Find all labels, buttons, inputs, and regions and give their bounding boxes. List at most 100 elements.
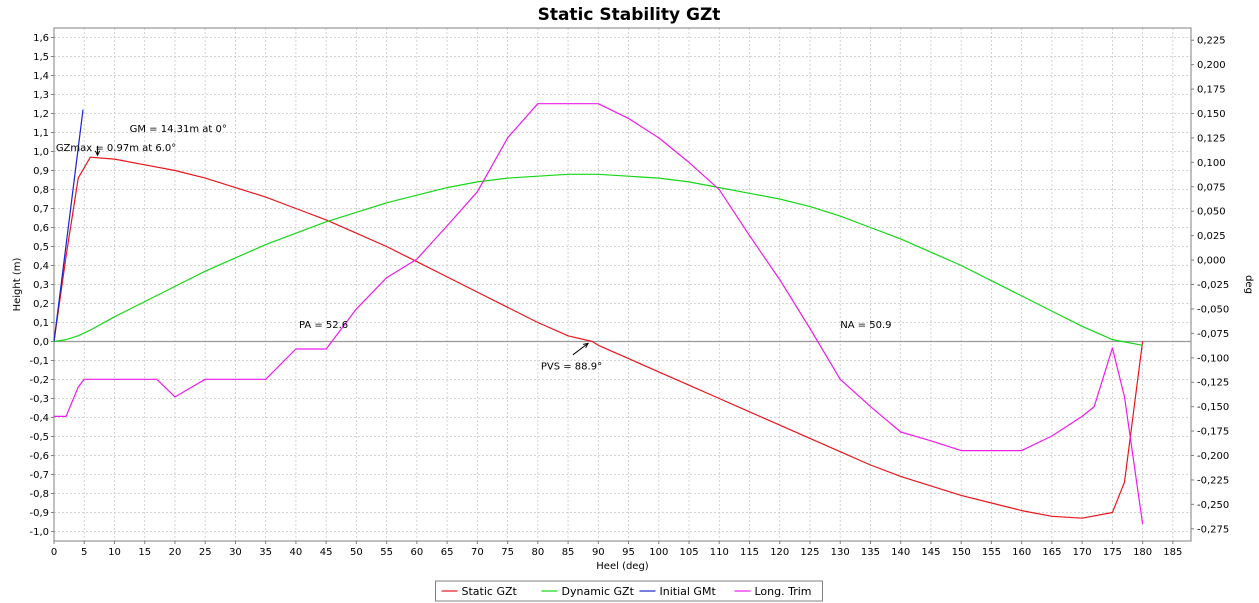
legend-label: Long. Trim (755, 585, 812, 598)
y2-tick-label: 0,225 (1197, 36, 1226, 47)
series-layer (53, 103, 1144, 524)
y2-tick-label: -0,050 (1197, 304, 1229, 315)
annotation-arrow (572, 343, 589, 356)
x-axis-label: Heel (deg) (596, 561, 649, 572)
y2-tick-label: 0,050 (1197, 207, 1226, 218)
x-tick-label: 5 (81, 547, 87, 558)
y-tick-label: 0,7 (33, 204, 49, 215)
x-tick-label: 135 (861, 547, 880, 558)
y2-tick-label: -0,100 (1197, 353, 1229, 364)
annotation-arrowhead (583, 342, 589, 349)
series-static-gzt (53, 156, 1144, 519)
annotation-arrowhead (94, 150, 101, 157)
x-tick-label: 155 (982, 547, 1001, 558)
y-tick-label: 0,2 (33, 299, 49, 310)
x-tick-label: 150 (952, 547, 971, 558)
y-tick-label: -0,5 (29, 432, 49, 443)
y-tick-label: -0,6 (29, 451, 49, 462)
y-axis-label: Height (m) (12, 258, 23, 312)
y-tick-label: -0,1 (29, 356, 49, 367)
y-tick-label: -0,9 (29, 508, 49, 519)
y2-tick-label: 0,025 (1197, 231, 1226, 242)
y2-tick-label: 0,200 (1197, 60, 1226, 71)
y-tick-label: -1,0 (29, 527, 49, 538)
x-tick-label: 120 (770, 547, 789, 558)
y2-tick-label: 0,175 (1197, 85, 1226, 96)
series-long-trim (54, 103, 1144, 524)
y-tick-label: 1,1 (33, 128, 49, 139)
y-tick-label: -0,3 (29, 394, 49, 405)
x-tick-label: 45 (320, 547, 333, 558)
legend-label: Initial GMt (660, 585, 717, 598)
x-tick-label: 70 (471, 547, 484, 558)
y-tick-label: 0,1 (33, 318, 49, 329)
y2-tick-label: -0,175 (1197, 427, 1229, 438)
y-tick-label: 1,0 (33, 147, 49, 158)
x-tick-label: 115 (740, 547, 759, 558)
y2-tick-label: 0,125 (1197, 133, 1226, 144)
x-tick-label: 110 (710, 547, 729, 558)
left-axis-ticks: 1,6 1,5 1,4 1,3 1,2 1,1 1,0 0,9 0,8 0,7 0,6 0,5 0,4 0… (29, 33, 54, 538)
y-tick-label: 1,2 (33, 109, 49, 120)
x-tick-label: 160 (1012, 547, 1031, 558)
y2-tick-label: -0,150 (1197, 402, 1229, 413)
series-initial-gmt (53, 109, 84, 342)
annotation-label: NA = 50.9 (840, 320, 891, 331)
x-tick-label: 40 (290, 547, 303, 558)
x-tick-label: 60 (411, 547, 424, 558)
y-tick-label: -0,2 (29, 375, 49, 386)
annotation-label: PA = 52.6 (299, 320, 348, 331)
y2-tick-label: -0,200 (1197, 451, 1229, 462)
y2-tick-label: -0,275 (1197, 524, 1229, 535)
y-tick-label: 0,4 (33, 261, 49, 272)
x-tick-label: 90 (592, 547, 605, 558)
legend: Static GZt Dynamic GZt Initial GMt Long. Tr… (435, 580, 823, 602)
x-tick-label: 175 (1103, 547, 1122, 558)
series-dynamic-gzt (53, 173, 1143, 346)
x-tick-label: 35 (259, 547, 272, 558)
annotation-label: GZmax = 0.97m at 6.0° (56, 143, 176, 154)
y2-tick-label: -0,075 (1197, 329, 1229, 340)
x-tick-label: 105 (679, 547, 698, 558)
y-tick-label: 0,8 (33, 185, 49, 196)
y2-tick-label: 0,000 (1197, 256, 1226, 267)
y-tick-label: -0,4 (29, 413, 49, 424)
y-tick-label: 1,3 (33, 90, 49, 101)
x-tick-label: 30 (229, 547, 242, 558)
chart-title: Static Stability GZt (538, 5, 721, 25)
y-tick-label: 0,6 (33, 223, 49, 234)
grid (53, 28, 1191, 541)
y-tick-label: 0,3 (33, 280, 49, 291)
x-axis-ticks: 0 5 10 15 20 25 30 35 40 45 50 55 60 65 70 75 80 85 90 95 10… (51, 541, 1182, 558)
y-tick-label: 0,5 (33, 242, 49, 253)
y2-tick-label: -0,125 (1197, 378, 1229, 389)
y-tick-label: 1,6 (33, 33, 49, 44)
x-tick-label: 130 (831, 547, 850, 558)
x-tick-label: 55 (380, 547, 393, 558)
legend-box (435, 580, 823, 602)
y2-tick-label: -0,250 (1197, 500, 1229, 511)
x-tick-label: 145 (921, 547, 940, 558)
x-tick-label: 20 (169, 547, 182, 558)
legend-label: Dynamic GZt (562, 585, 635, 598)
x-tick-label: 80 (531, 547, 544, 558)
y-tick-label: -0,8 (29, 489, 49, 500)
x-tick-label: 75 (501, 547, 514, 558)
x-tick-label: 95 (622, 547, 635, 558)
y-tick-label: 0,0 (33, 337, 49, 348)
x-tick-label: 0 (51, 547, 57, 558)
annotation-label: PVS = 88.9° (541, 362, 602, 373)
y2-tick-label: 0,075 (1197, 182, 1226, 193)
y2-tick-label: 0,150 (1197, 109, 1226, 120)
x-tick-label: 165 (1042, 547, 1061, 558)
right-axis-ticks: 0,225 0,200 0,175 0,150 0,125 0,100 0,075 0,050… (1191, 36, 1229, 535)
x-tick-label: 85 (562, 547, 575, 558)
x-tick-label: 65 (441, 547, 454, 558)
x-tick-label: 25 (199, 547, 212, 558)
y-tick-label: 0,9 (33, 166, 49, 177)
x-tick-label: 180 (1133, 547, 1152, 558)
x-tick-label: 50 (350, 547, 363, 558)
y2-tick-label: -0,025 (1197, 280, 1229, 291)
x-tick-label: 185 (1163, 547, 1182, 558)
